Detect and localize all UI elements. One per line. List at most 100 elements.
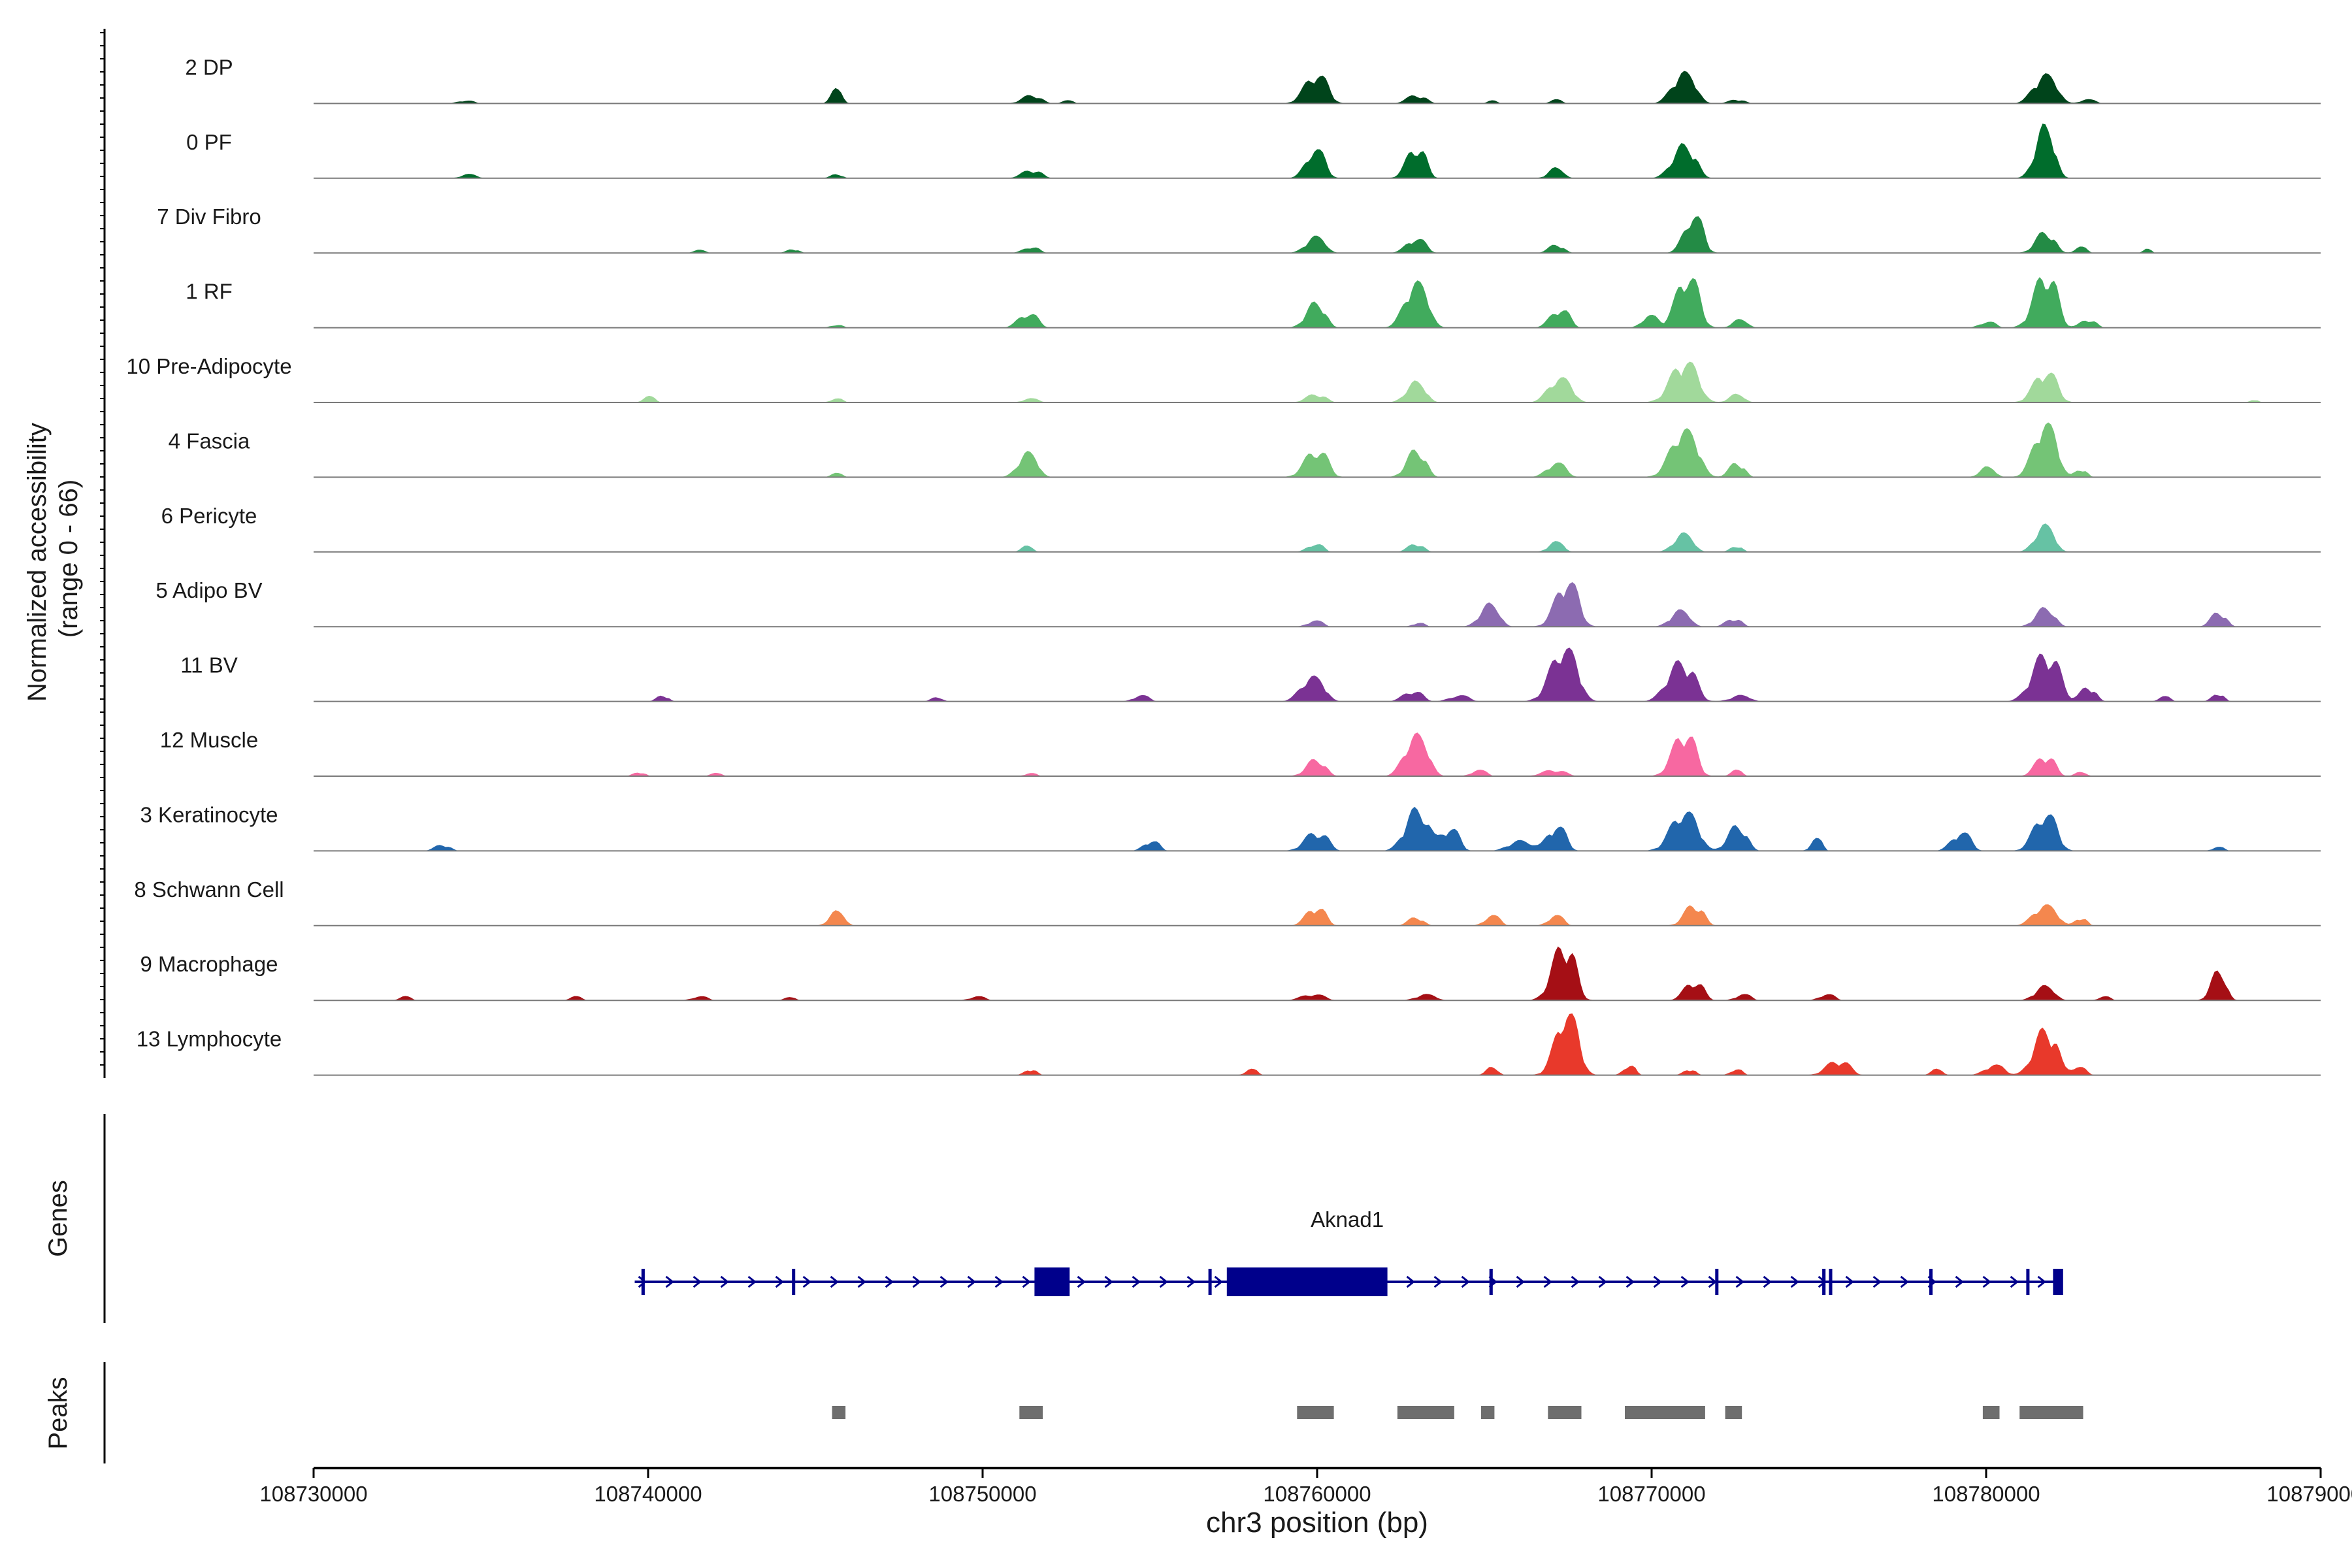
track-label: 13 Lymphocyte — [137, 1027, 282, 1051]
strand-arrow — [1955, 1275, 1964, 1288]
exon — [2026, 1269, 2030, 1295]
track-6: 4 Fascia — [169, 422, 2321, 478]
track-4: 1 RF — [186, 277, 2321, 329]
accessibility-y-ticks — [100, 32, 105, 1066]
strand-arrow — [720, 1275, 729, 1288]
track-10: 12 Muscle — [160, 728, 2321, 777]
track-label: 1 RF — [186, 280, 233, 304]
strand-arrow — [1516, 1275, 1525, 1288]
exon — [1929, 1269, 1933, 1295]
track-5: 10 Pre-Adipocyte — [126, 354, 2321, 403]
track-7: 6 Pericyte — [161, 504, 2321, 553]
strand-arrow — [1132, 1275, 1141, 1288]
peak-region — [1982, 1406, 2000, 1419]
exon — [2053, 1269, 2063, 1295]
strand-arrow — [1214, 1275, 1223, 1288]
peak-region — [1297, 1406, 1334, 1419]
track-11: 3 Keratinocyte — [140, 802, 2321, 852]
strand-arrow — [1598, 1275, 1607, 1288]
track-label: 9 Macrophage — [140, 952, 278, 976]
track-label: 8 Schwann Cell — [134, 877, 284, 902]
exon — [1208, 1269, 1212, 1295]
track-8: 5 Adipo BV — [155, 578, 2321, 628]
track-label: 0 PF — [186, 130, 232, 154]
strand-arrow — [1022, 1275, 1031, 1288]
strand-arrow — [994, 1275, 1004, 1288]
exon — [1715, 1269, 1719, 1295]
track-1: 2 DP — [185, 55, 2321, 105]
strand-arrow — [1625, 1275, 1635, 1288]
track-label: 6 Pericyte — [161, 504, 257, 528]
strand-arrow — [857, 1275, 866, 1288]
x-tick-label: 108760000 — [1263, 1482, 1371, 1506]
peak-region — [1397, 1406, 1454, 1419]
track-label: 3 Keratinocyte — [140, 802, 278, 826]
x-tick-label: 108740000 — [594, 1482, 702, 1506]
gene-model — [634, 1267, 2063, 1296]
x-tick-label: 108730000 — [259, 1482, 367, 1506]
track-label: 5 Adipo BV — [155, 578, 262, 602]
track-label: 2 DP — [185, 55, 233, 79]
strand-arrow — [885, 1275, 894, 1288]
peak-region — [1548, 1406, 1582, 1419]
strand-arrow — [2037, 1275, 2046, 1288]
strand-arrow — [1790, 1275, 1799, 1288]
peak-region — [1019, 1406, 1043, 1419]
y-axis-label-line1: Normalized accessibility — [23, 423, 52, 702]
exon — [641, 1269, 645, 1295]
accessibility-area — [314, 361, 2321, 402]
strand-arrow — [2010, 1275, 2019, 1288]
exon — [1489, 1269, 1493, 1295]
strand-arrow — [1735, 1275, 1744, 1288]
strand-arrow — [1159, 1275, 1168, 1288]
track-9: 11 BV — [180, 647, 2321, 702]
x-axis-ticks: 108730000 108740000 108750000 108760000 1087… — [259, 1468, 2352, 1506]
strand-arrow — [1433, 1275, 1443, 1288]
accessibility-area — [314, 582, 2321, 627]
strand-arrow — [1900, 1275, 1909, 1288]
peak-region — [1725, 1406, 1742, 1419]
peak-region — [1625, 1406, 1705, 1419]
accessibility-area — [314, 523, 2321, 552]
peak-region — [2019, 1406, 2083, 1419]
peak-region — [832, 1406, 846, 1419]
strand-arrow — [1406, 1275, 1415, 1288]
y-axis-label: Normalized accessibility (range 0 - 66) — [23, 416, 83, 702]
accessibility-area — [314, 946, 2321, 1001]
track-label: 11 BV — [180, 653, 237, 678]
accessibility-area — [314, 123, 2321, 178]
accessibility-tracks: 2 DP 0 PF 7 Div Fibro 1 RF 10 Pre-Adipocyte 4… — [126, 55, 2321, 1076]
x-axis-label: chr3 position (bp) — [1206, 1507, 1428, 1539]
strand-arrow — [802, 1275, 811, 1288]
x-tick-label: 108790000 — [2266, 1482, 2352, 1506]
strand-arrow — [665, 1275, 674, 1288]
strand-arrow — [638, 1275, 647, 1288]
strand-arrow — [693, 1275, 702, 1288]
strand-arrow — [1763, 1275, 1772, 1288]
strand-arrow — [830, 1275, 839, 1288]
peaks-label: Peaks — [44, 1377, 73, 1449]
strand-arrow — [939, 1275, 949, 1288]
gene-name-label: Aknad1 — [1311, 1207, 1384, 1232]
exon — [792, 1269, 796, 1295]
track-label: 7 Div Fibro — [157, 204, 261, 229]
strand-arrow — [1653, 1275, 1662, 1288]
peak-regions — [832, 1406, 2083, 1419]
strand-arrow — [1461, 1275, 1470, 1288]
track-14: 13 Lymphocyte — [137, 1013, 2321, 1076]
exon — [1226, 1267, 1388, 1296]
accessibility-area — [314, 277, 2321, 328]
genes-label: Genes — [44, 1180, 73, 1257]
exon — [1034, 1267, 1070, 1296]
accessibility-area — [314, 647, 2321, 702]
accessibility-area — [314, 216, 2321, 253]
exon — [1829, 1269, 1833, 1295]
strand-arrow — [775, 1275, 784, 1288]
strand-arrow — [1680, 1275, 1690, 1288]
x-tick-label: 108770000 — [1597, 1482, 1705, 1506]
strand-arrow — [1982, 1275, 1991, 1288]
x-tick-label: 108750000 — [928, 1482, 1036, 1506]
track-label: 12 Muscle — [160, 728, 258, 752]
exon — [1822, 1269, 1826, 1295]
